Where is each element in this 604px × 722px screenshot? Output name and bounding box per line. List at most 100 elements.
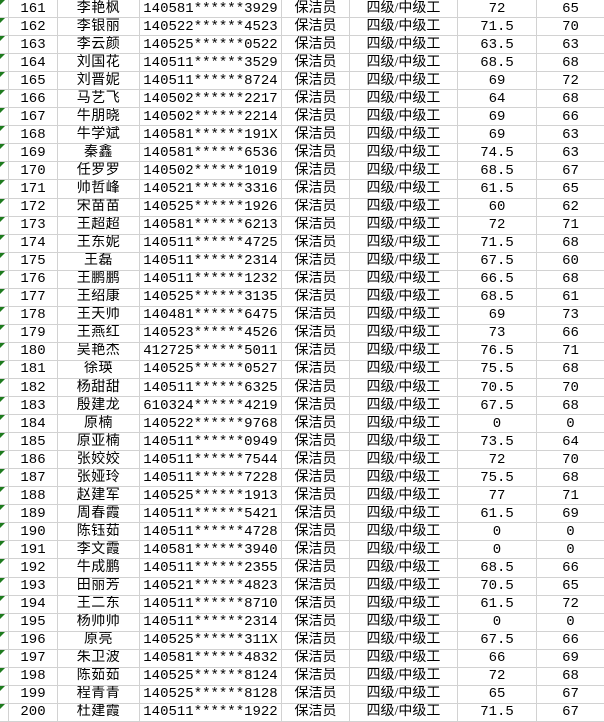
cell-job-title[interactable]: 保洁员 — [282, 613, 350, 631]
cell-error-marker[interactable] — [0, 162, 9, 180]
cell-name[interactable]: 李文霞 — [58, 541, 140, 559]
cell-error-marker[interactable] — [0, 72, 9, 90]
cell-id-number[interactable]: 140581******4832 — [140, 649, 282, 667]
cell-score-1[interactable]: 68.5 — [458, 162, 537, 180]
cell-id-number[interactable]: 412725******5011 — [140, 342, 282, 360]
cell-skill-level[interactable]: 四级/中级工 — [350, 252, 458, 270]
cell-score-2[interactable]: 67 — [562, 686, 579, 703]
cell-sequence-number[interactable]: 167 — [9, 108, 58, 126]
cell-skill-level[interactable]: 四级/中级工 — [350, 685, 458, 703]
cell-error-marker[interactable] — [0, 54, 9, 72]
cell-sequence-number[interactable]: 198 — [9, 667, 58, 685]
cell-name[interactable]: 田丽芳 — [58, 577, 140, 595]
cell-job-title[interactable]: 保洁员 — [282, 36, 350, 54]
cell-score-1[interactable]: 69 — [458, 306, 537, 324]
cell-skill-level[interactable]: 四级/中级工 — [350, 360, 458, 378]
cell-job-title[interactable]: 保洁员 — [282, 469, 350, 487]
cell-score-2[interactable]: 68 — [562, 235, 579, 252]
cell-id-number[interactable]: 140525******0522 — [140, 36, 282, 54]
cell-score-2[interactable]: 66 — [562, 559, 579, 576]
cell-job-title[interactable]: 保洁员 — [282, 72, 350, 90]
cell-score-2[interactable]: 0 — [566, 541, 575, 558]
cell-sequence-number[interactable]: 185 — [9, 433, 58, 451]
cell-skill-level[interactable]: 四级/中级工 — [350, 469, 458, 487]
cell-error-marker[interactable] — [0, 541, 9, 559]
cell-score-1[interactable]: 70.5 — [458, 577, 537, 595]
cell-id-number[interactable]: 140511******7544 — [140, 451, 282, 469]
cell-name[interactable]: 王燕红 — [58, 324, 140, 342]
cell-job-title[interactable]: 保洁员 — [282, 198, 350, 216]
cell-job-title[interactable]: 保洁员 — [282, 216, 350, 234]
cell-job-title[interactable]: 保洁员 — [282, 685, 350, 703]
cell-score-2[interactable]: 68 — [562, 90, 579, 107]
cell-score-2[interactable]: 71 — [562, 343, 579, 360]
cell-score-1[interactable]: 70.5 — [458, 378, 537, 397]
cell-id-number[interactable]: 610324******4219 — [140, 397, 282, 415]
cell-skill-level[interactable]: 四级/中级工 — [350, 0, 458, 18]
cell-score-1[interactable]: 0 — [458, 523, 537, 541]
cell-id-number[interactable]: 140581******6536 — [140, 144, 282, 162]
cell-id-number[interactable]: 140511******4725 — [140, 234, 282, 252]
cell-score-1[interactable]: 60 — [458, 198, 537, 216]
cell-skill-level[interactable]: 四级/中级工 — [350, 487, 458, 505]
cell-sequence-number[interactable]: 165 — [9, 72, 58, 90]
cell-id-number[interactable]: 140581******191X — [140, 126, 282, 144]
cell-score-1[interactable]: 71.5 — [458, 703, 537, 721]
cell-name[interactable]: 原亮 — [58, 631, 140, 649]
cell-job-title[interactable]: 保洁员 — [282, 288, 350, 306]
cell-error-marker[interactable] — [0, 180, 9, 198]
cell-error-marker[interactable] — [0, 559, 9, 577]
cell-name[interactable]: 王天帅 — [58, 306, 140, 324]
cell-score-1[interactable]: 74.5 — [458, 144, 537, 162]
cell-name[interactable]: 牛成鹏 — [58, 559, 140, 577]
cell-score-1[interactable]: 69 — [458, 108, 537, 126]
cell-skill-level[interactable]: 四级/中级工 — [350, 505, 458, 523]
cell-score-1[interactable]: 68.5 — [458, 559, 537, 577]
cell-id-number[interactable]: 140511******8724 — [140, 72, 282, 90]
cell-skill-level[interactable]: 四级/中级工 — [350, 144, 458, 162]
cell-score-1[interactable]: 75.5 — [458, 469, 537, 487]
cell-sequence-number[interactable]: 162 — [9, 18, 58, 36]
cell-skill-level[interactable]: 四级/中级工 — [350, 18, 458, 36]
cell-score-2[interactable]: 68 — [562, 361, 579, 378]
cell-name[interactable]: 王东妮 — [58, 234, 140, 252]
cell-skill-level[interactable]: 四级/中级工 — [350, 324, 458, 342]
cell-sequence-number[interactable]: 168 — [9, 126, 58, 144]
cell-score-2[interactable]: 67 — [562, 162, 579, 179]
cell-job-title[interactable]: 保洁员 — [282, 505, 350, 523]
cell-job-title[interactable]: 保洁员 — [282, 0, 350, 18]
cell-job-title[interactable]: 保洁员 — [282, 306, 350, 324]
cell-name[interactable]: 张姣姣 — [58, 451, 140, 469]
cell-error-marker[interactable] — [0, 252, 9, 270]
cell-name[interactable]: 赵建军 — [58, 487, 140, 505]
cell-score-2[interactable]: 65 — [562, 180, 579, 197]
cell-skill-level[interactable]: 四级/中级工 — [350, 162, 458, 180]
cell-skill-level[interactable]: 四级/中级工 — [350, 649, 458, 667]
cell-skill-level[interactable]: 四级/中级工 — [350, 90, 458, 108]
cell-error-marker[interactable] — [0, 703, 9, 721]
cell-skill-level[interactable]: 四级/中级工 — [350, 270, 458, 288]
cell-score-1[interactable]: 0 — [458, 613, 537, 631]
cell-name[interactable]: 王绍康 — [58, 288, 140, 306]
cell-job-title[interactable]: 保洁员 — [282, 415, 350, 433]
cell-sequence-number[interactable]: 170 — [9, 162, 58, 180]
cell-score-2[interactable]: 66 — [562, 325, 579, 342]
cell-score-2[interactable]: 64 — [562, 433, 579, 450]
cell-sequence-number[interactable]: 189 — [9, 505, 58, 523]
cell-id-number[interactable]: 140511******0949 — [140, 433, 282, 451]
cell-sequence-number[interactable]: 195 — [9, 613, 58, 631]
cell-error-marker[interactable] — [0, 144, 9, 162]
cell-sequence-number[interactable]: 194 — [9, 595, 58, 613]
cell-sequence-number[interactable]: 190 — [9, 523, 58, 541]
cell-skill-level[interactable]: 四级/中级工 — [350, 342, 458, 360]
cell-skill-level[interactable]: 四级/中级工 — [350, 595, 458, 613]
cell-job-title[interactable]: 保洁员 — [282, 54, 350, 72]
cell-score-1[interactable]: 73 — [458, 324, 537, 342]
cell-score-1[interactable]: 61.5 — [458, 180, 537, 198]
cell-name[interactable]: 帅哲峰 — [58, 180, 140, 198]
cell-score-1[interactable]: 67.5 — [458, 252, 537, 270]
cell-job-title[interactable]: 保洁员 — [282, 703, 350, 721]
cell-sequence-number[interactable]: 175 — [9, 252, 58, 270]
cell-error-marker[interactable] — [0, 451, 9, 469]
cell-sequence-number[interactable]: 169 — [9, 144, 58, 162]
